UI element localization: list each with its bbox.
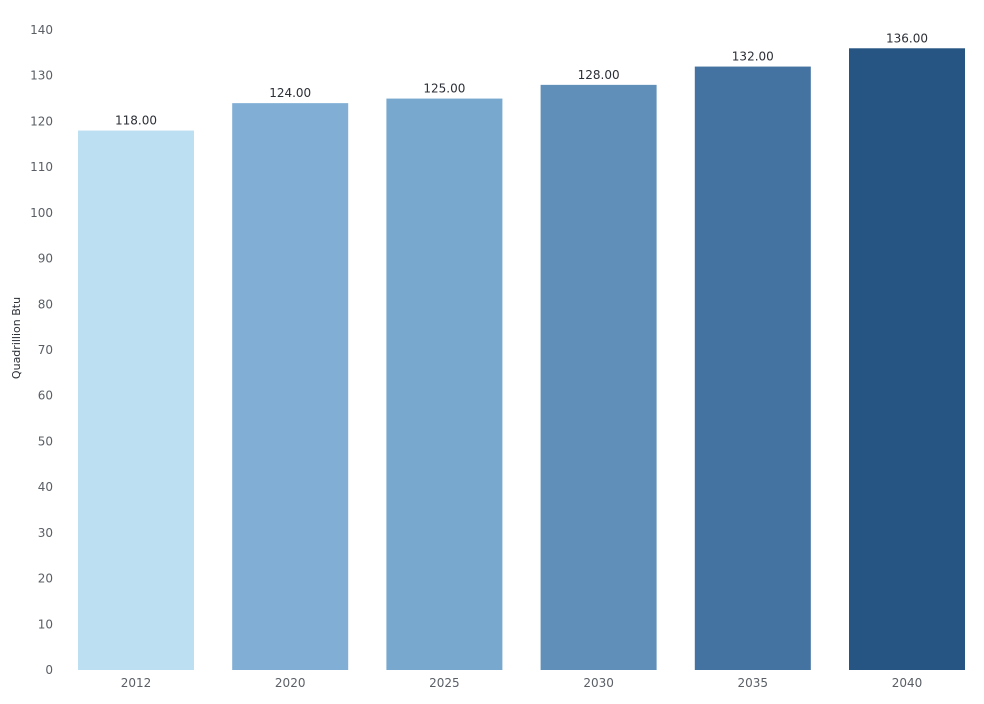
y-tick-label: 60 [38, 389, 53, 403]
y-tick-label: 130 [30, 69, 53, 83]
y-tick-label: 140 [30, 23, 53, 37]
y-tick-label: 80 [38, 297, 53, 311]
bars-group [78, 48, 965, 671]
y-tick-label: 110 [30, 160, 53, 174]
bar-value-label: 136.00 [886, 31, 928, 45]
bar-2035[interactable] [694, 66, 811, 671]
bar-value-label: 124.00 [269, 86, 311, 100]
y-axis-ticks: 0 10 20 30 40 50 60 70 80 90 100 110 120 130 140 [30, 23, 53, 677]
bar-2012[interactable] [78, 130, 194, 671]
x-tick-label: 2020 [275, 676, 306, 690]
bar-2030[interactable] [540, 84, 657, 671]
y-tick-label: 0 [45, 663, 53, 677]
y-tick-label: 10 [38, 617, 53, 631]
x-axis-ticks: 2012 2020 2025 2030 2035 2040 [121, 676, 923, 690]
bar-value-label: 128.00 [578, 68, 620, 82]
y-tick-label: 120 [30, 114, 53, 128]
y-tick-label: 40 [38, 480, 53, 494]
y-tick-label: 100 [30, 206, 53, 220]
y-axis-title: Quadrillion Btu [10, 297, 23, 379]
bar-value-label: 132.00 [732, 50, 774, 64]
bar-value-label: 125.00 [423, 82, 465, 96]
y-tick-label: 50 [38, 434, 53, 448]
bar-2020[interactable] [232, 103, 349, 670]
bar-2040[interactable] [849, 48, 965, 671]
y-tick-label: 90 [38, 252, 53, 266]
y-tick-label: 30 [38, 526, 53, 540]
bar-2025[interactable] [386, 98, 503, 671]
x-tick-label: 2040 [892, 676, 923, 690]
x-tick-label: 2025 [429, 676, 460, 690]
x-tick-label: 2030 [583, 676, 614, 690]
y-tick-label: 70 [38, 343, 53, 357]
value-labels-group: 118.00 124.00 125.00 128.00 132.00 136.00 [115, 31, 928, 127]
x-tick-label: 2012 [121, 676, 152, 690]
x-tick-label: 2035 [738, 676, 769, 690]
y-tick-label: 20 [38, 572, 53, 586]
bar-value-label: 118.00 [115, 114, 157, 128]
